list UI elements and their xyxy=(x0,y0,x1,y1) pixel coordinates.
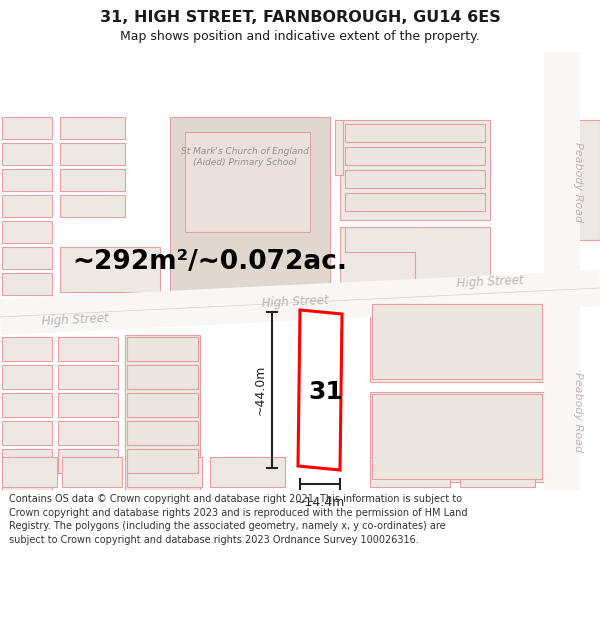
Bar xyxy=(2,337,52,361)
Text: Peabody Road: Peabody Road xyxy=(573,142,583,222)
Bar xyxy=(2,221,52,243)
Bar xyxy=(420,227,485,292)
Bar xyxy=(370,457,450,487)
Bar xyxy=(460,457,535,487)
Bar xyxy=(127,393,198,417)
Text: ~292m²/~0.072ac.: ~292m²/~0.072ac. xyxy=(73,249,347,275)
Text: ~44.0m: ~44.0m xyxy=(254,365,266,415)
Bar xyxy=(60,117,125,139)
Bar xyxy=(2,247,52,269)
Polygon shape xyxy=(170,117,330,300)
Bar xyxy=(2,143,52,165)
Bar xyxy=(2,477,52,501)
Bar xyxy=(2,457,57,487)
Text: High Street: High Street xyxy=(261,294,329,310)
Bar xyxy=(125,335,200,490)
Bar xyxy=(58,393,118,417)
Polygon shape xyxy=(298,310,342,470)
Bar xyxy=(2,393,52,417)
Bar xyxy=(58,421,118,445)
Text: Map shows position and indicative extent of the property.: Map shows position and indicative extent… xyxy=(120,29,480,42)
Bar xyxy=(60,195,125,217)
Text: Peabody Road: Peabody Road xyxy=(573,372,583,452)
Bar xyxy=(185,132,310,232)
Bar xyxy=(60,169,125,191)
Bar xyxy=(2,365,52,389)
Bar xyxy=(58,365,118,389)
Bar xyxy=(2,169,52,191)
Bar xyxy=(127,365,198,389)
Bar xyxy=(578,120,600,240)
Bar xyxy=(210,457,285,487)
Text: High Street: High Street xyxy=(41,312,109,328)
Bar xyxy=(335,120,343,175)
Bar xyxy=(2,273,52,295)
Bar xyxy=(370,392,545,482)
Text: 31: 31 xyxy=(308,380,343,404)
Bar xyxy=(345,124,485,142)
Text: Contains OS data © Crown copyright and database right 2021. This information is : Contains OS data © Crown copyright and d… xyxy=(9,494,467,545)
Bar xyxy=(60,143,125,165)
Bar xyxy=(127,457,202,487)
Bar xyxy=(345,147,485,165)
Bar xyxy=(345,193,485,211)
Polygon shape xyxy=(0,270,600,335)
Bar xyxy=(370,302,545,382)
Text: 31, HIGH STREET, FARNBOROUGH, GU14 6ES: 31, HIGH STREET, FARNBOROUGH, GU14 6ES xyxy=(100,11,500,26)
Bar xyxy=(345,170,485,188)
Bar xyxy=(2,421,52,445)
Bar xyxy=(372,394,542,479)
Bar xyxy=(60,247,160,292)
Bar xyxy=(372,304,542,379)
Bar xyxy=(2,449,52,473)
Text: High Street: High Street xyxy=(456,274,524,290)
Bar xyxy=(127,337,198,361)
Polygon shape xyxy=(544,52,580,490)
Bar xyxy=(340,120,490,220)
Text: ~14.4m: ~14.4m xyxy=(295,496,345,509)
Bar xyxy=(2,117,52,139)
Polygon shape xyxy=(345,227,490,292)
Bar xyxy=(62,457,122,487)
Text: St Mark's Church of England
(Aided) Primary School: St Mark's Church of England (Aided) Prim… xyxy=(181,148,309,167)
Bar xyxy=(2,195,52,217)
Bar xyxy=(58,449,118,473)
Bar xyxy=(340,227,415,292)
Bar xyxy=(58,337,118,361)
Bar xyxy=(127,421,198,445)
Bar xyxy=(127,449,198,473)
